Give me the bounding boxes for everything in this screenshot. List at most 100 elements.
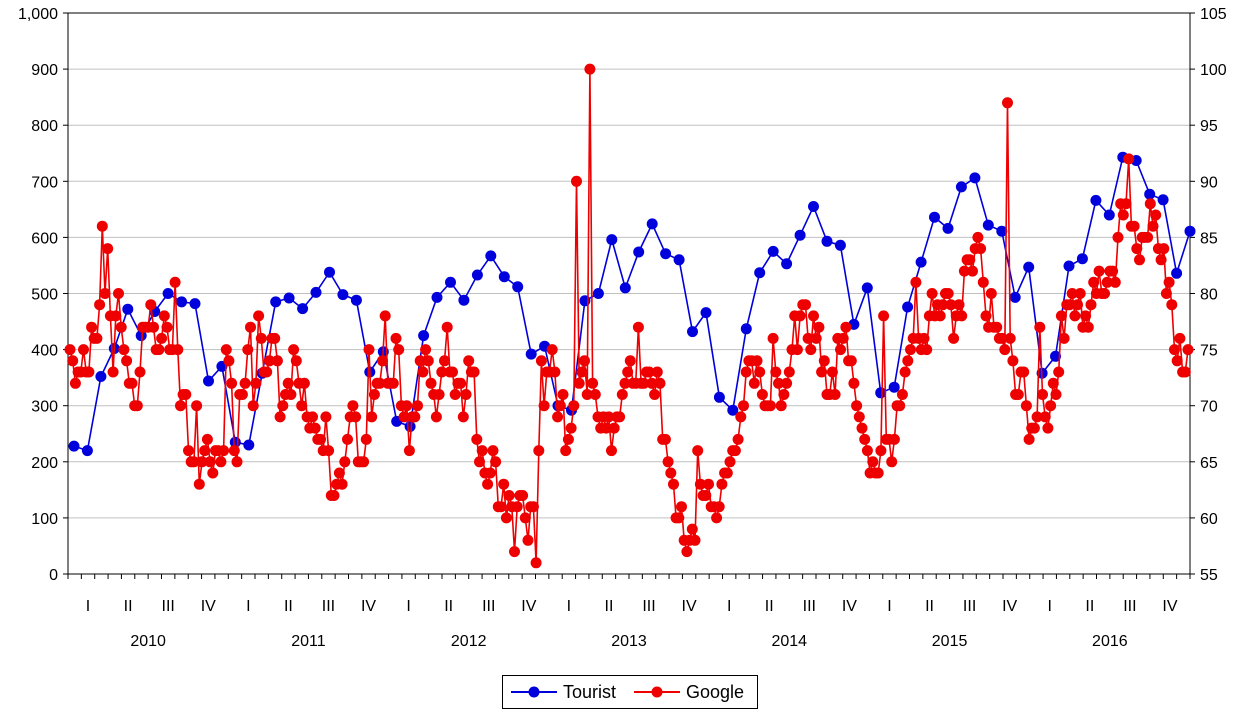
- google-point: [1163, 276, 1175, 288]
- google-point: [113, 288, 124, 299]
- google-point: [347, 400, 359, 412]
- google-point: [290, 355, 302, 367]
- google-point: [121, 355, 133, 367]
- google-point: [228, 445, 240, 457]
- google-point: [694, 478, 706, 490]
- google-point: [888, 433, 900, 445]
- google-point: [242, 344, 254, 356]
- google-point: [622, 366, 634, 378]
- google-point: [1018, 366, 1030, 378]
- google-point: [1007, 355, 1019, 367]
- tourist-point: [606, 234, 618, 246]
- google-point: [1039, 411, 1051, 423]
- google-point: [783, 366, 795, 378]
- google-point: [751, 355, 763, 367]
- google-point: [557, 389, 569, 400]
- tourist-point: [700, 307, 712, 319]
- google-point: [851, 400, 863, 412]
- google-point: [433, 389, 445, 400]
- google-point: [681, 546, 693, 558]
- google-point: [401, 400, 413, 412]
- google-point: [818, 355, 830, 367]
- google-point: [926, 288, 938, 299]
- google-point: [175, 400, 186, 412]
- google-point: [425, 377, 437, 389]
- google-point: [964, 254, 976, 266]
- tourist-point: [727, 404, 739, 416]
- google-point: [1020, 400, 1032, 412]
- tourist-point: [915, 256, 927, 268]
- google-point: [118, 344, 130, 356]
- google-point: [845, 355, 857, 367]
- google-point: [255, 332, 267, 344]
- google-point: [805, 344, 817, 356]
- quarter-label: I: [246, 598, 250, 615]
- google-point: [1047, 377, 1059, 389]
- google-point: [511, 501, 523, 513]
- google-point: [875, 445, 887, 457]
- quarter-label: I: [86, 598, 90, 615]
- google-point: [754, 366, 766, 378]
- left-tick-label: 200: [31, 455, 58, 472]
- google-point: [848, 377, 860, 389]
- google-point: [441, 321, 453, 333]
- google-point: [1045, 400, 1057, 412]
- google-point: [414, 355, 426, 367]
- google-point: [816, 366, 828, 378]
- quarter-label: IV: [1002, 598, 1017, 615]
- google-point: [1088, 276, 1100, 288]
- tourist-point: [1076, 253, 1088, 265]
- google-point: [1166, 299, 1178, 311]
- google-point: [271, 355, 283, 367]
- google-point: [215, 456, 227, 468]
- google-point: [409, 411, 421, 423]
- google-point: [703, 478, 714, 490]
- google-point: [668, 478, 679, 490]
- google-point: [417, 366, 429, 378]
- google-point: [654, 377, 666, 389]
- google-point: [449, 389, 461, 400]
- tourist-point: [767, 245, 779, 257]
- tourist-point: [808, 201, 819, 212]
- google-point: [422, 355, 434, 367]
- google-point: [320, 411, 332, 423]
- google-point: [1004, 332, 1016, 344]
- legend-swatch-tourist: [511, 686, 557, 698]
- quarter-label: III: [162, 598, 175, 615]
- tourist-point: [619, 282, 631, 294]
- tourist-point: [162, 288, 174, 299]
- google-point: [328, 490, 340, 501]
- google-point: [134, 366, 146, 378]
- google-point: [277, 400, 289, 412]
- google-point: [1080, 310, 1092, 322]
- tourist-point: [135, 330, 147, 342]
- google-point: [430, 411, 442, 423]
- google-point: [546, 344, 558, 356]
- google-point: [568, 400, 580, 412]
- google-point: [999, 344, 1011, 356]
- google-point: [608, 422, 620, 434]
- google-point: [107, 366, 119, 378]
- google-point: [1028, 422, 1040, 434]
- google-point: [487, 445, 499, 457]
- google-point: [1101, 276, 1113, 288]
- google-point: [748, 377, 760, 389]
- google-point: [587, 377, 599, 389]
- google-point: [527, 501, 539, 513]
- tourist-point: [512, 281, 524, 293]
- google-point: [126, 377, 138, 389]
- tourist-point: [445, 276, 456, 288]
- google-point: [624, 355, 636, 367]
- left-tick-label: 1,000: [18, 6, 58, 23]
- tourist-point: [176, 296, 188, 308]
- google-point: [1072, 299, 1083, 311]
- google-point: [646, 377, 658, 389]
- axes: [63, 12, 1195, 579]
- google-point: [700, 490, 712, 501]
- tourist-point: [471, 269, 483, 281]
- quarter-label: II: [124, 598, 133, 615]
- google-point: [1031, 411, 1043, 423]
- google-point: [1171, 355, 1183, 367]
- google-point: [412, 400, 423, 412]
- legend-label-google: Google: [686, 681, 745, 702]
